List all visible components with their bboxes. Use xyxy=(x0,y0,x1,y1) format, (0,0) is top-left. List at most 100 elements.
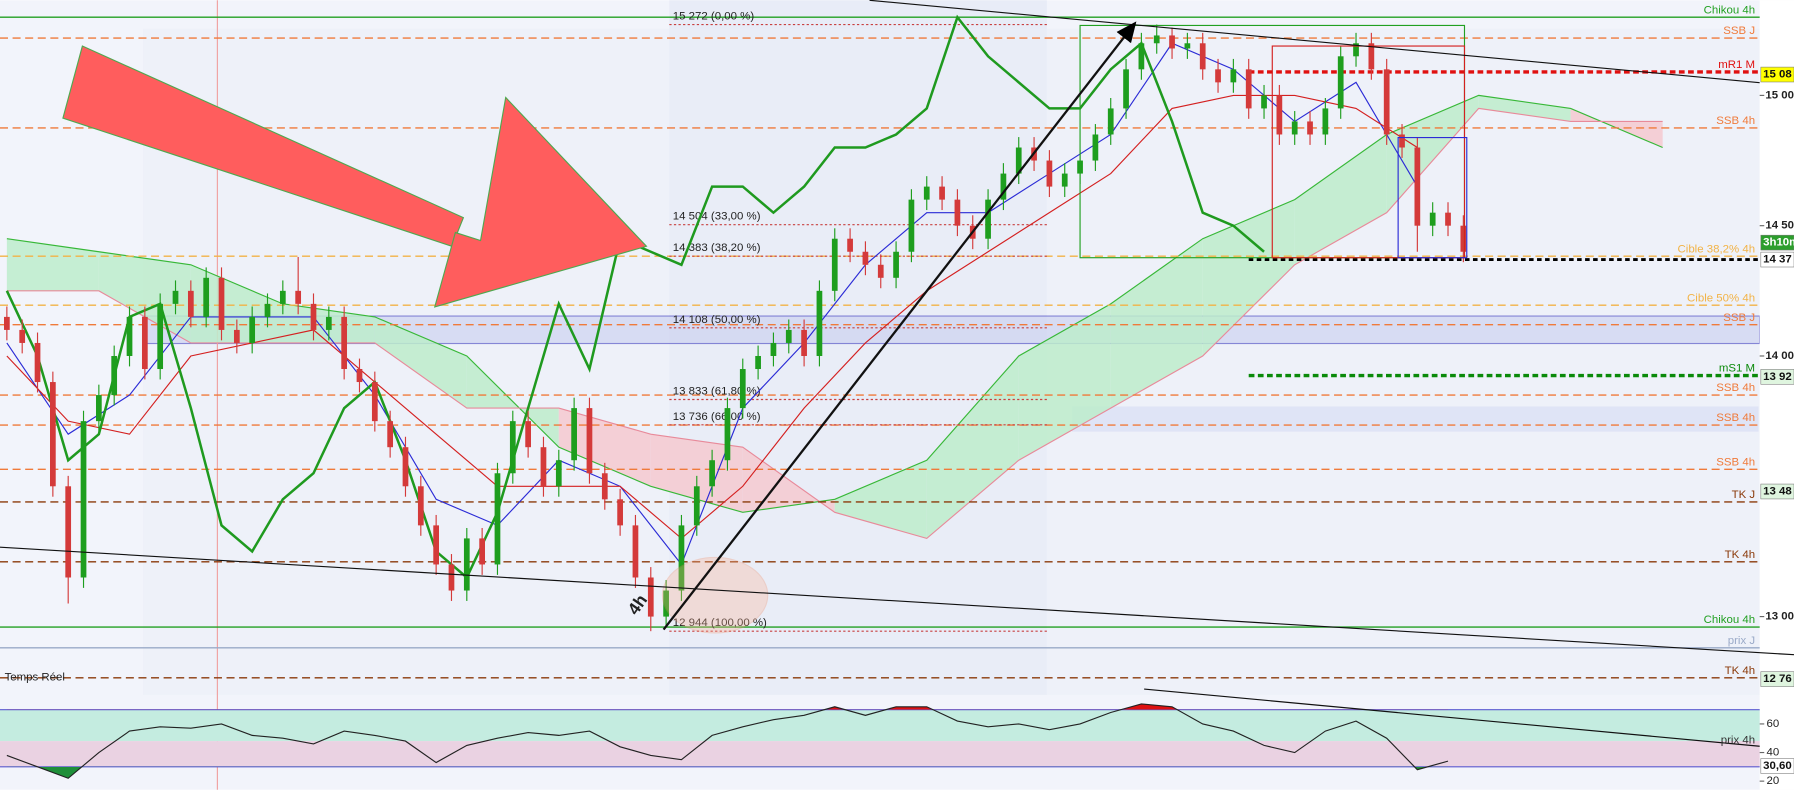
candle-body xyxy=(1215,69,1221,83)
candle-body xyxy=(1199,43,1206,70)
candle-body xyxy=(525,421,531,448)
candle-body xyxy=(1414,147,1421,226)
candle-body xyxy=(141,316,148,370)
cloud-segment xyxy=(834,460,927,539)
blue-box xyxy=(1397,136,1468,259)
cloud-segment xyxy=(1202,199,1295,356)
cloud-segment xyxy=(1110,238,1203,409)
candle-body xyxy=(739,369,746,409)
candle-body xyxy=(126,316,133,356)
candle-body xyxy=(371,382,378,422)
price-tag-label: 15 08 xyxy=(1763,69,1792,81)
fib-label: 13 833 (61,80 %) xyxy=(673,386,761,398)
candle-body xyxy=(785,329,792,343)
fib-label: 15 272 (0,00 %) xyxy=(673,11,755,23)
price-tag xyxy=(1760,251,1794,268)
level-label: TK 4h xyxy=(1725,549,1756,561)
kijun-line xyxy=(6,94,1418,540)
price-axis xyxy=(1759,0,1794,790)
candle-body xyxy=(877,264,884,278)
level-label: Cible 38,2% 4h xyxy=(1678,243,1756,255)
candle-body xyxy=(1445,212,1451,226)
candle-body xyxy=(95,395,102,422)
candle-body xyxy=(555,460,562,487)
candle-body xyxy=(4,316,10,330)
red-arrow xyxy=(433,96,648,308)
candle-body xyxy=(601,473,608,500)
fib-label: 14 383 (38,20 %) xyxy=(673,242,761,254)
candle-body xyxy=(1460,225,1467,252)
cloud-segment xyxy=(1294,134,1387,265)
candle-body xyxy=(233,329,240,343)
candle-body xyxy=(295,290,302,304)
price-tag xyxy=(1760,758,1794,774)
candle-body xyxy=(617,499,623,526)
candle-body xyxy=(678,525,685,591)
candle-body xyxy=(49,382,56,487)
osc-band xyxy=(0,741,1760,767)
candle-body xyxy=(1291,121,1298,135)
price-tag xyxy=(1760,483,1794,500)
annotation: prix 4h xyxy=(1721,735,1755,747)
candle-body xyxy=(65,486,72,578)
zone-band xyxy=(1072,406,1759,432)
level-label: SSB J xyxy=(1723,312,1755,324)
cloud-segment xyxy=(1478,95,1571,122)
cloud-segment xyxy=(6,238,99,291)
cloud-segment xyxy=(558,408,651,487)
price-tag xyxy=(1760,66,1794,83)
cloud-segment xyxy=(190,264,283,343)
y-tick-label: 40 xyxy=(1767,747,1780,759)
candle-body xyxy=(19,329,26,343)
candle-body xyxy=(1123,69,1129,109)
candle-body xyxy=(448,564,455,591)
candle-body xyxy=(801,329,807,356)
candle-body xyxy=(1383,69,1390,135)
highlight-ellipse xyxy=(661,556,769,634)
candle-body xyxy=(893,251,899,278)
price-tag-label: 30,60 xyxy=(1763,760,1792,772)
cloud-segment xyxy=(650,434,743,513)
candle-body xyxy=(1184,43,1191,49)
level-label: Chikou 4h xyxy=(1704,614,1756,626)
y-tick-label: 14 50 xyxy=(1765,220,1794,232)
price-tag-label: 13 92 xyxy=(1763,371,1792,383)
candle-body xyxy=(770,342,777,356)
price-tag-label: 13 48 xyxy=(1763,486,1792,498)
level-label: prix J xyxy=(1728,635,1755,647)
level-label: mS1 M xyxy=(1719,363,1755,375)
candle-body xyxy=(663,590,669,617)
candle-body xyxy=(1015,147,1022,174)
price-tag xyxy=(1760,234,1794,251)
candle-body xyxy=(1046,160,1053,187)
candle-body xyxy=(816,290,823,356)
candle-body xyxy=(341,316,348,370)
candle-body xyxy=(310,303,317,330)
candle-body xyxy=(1337,56,1344,109)
price-tag-label: 3h10m xyxy=(1763,237,1794,249)
candle-body xyxy=(693,486,700,526)
candle-body xyxy=(724,408,731,461)
candle-body xyxy=(1429,212,1436,226)
pane-title: Temps Réel xyxy=(5,672,65,684)
candle-body xyxy=(647,577,654,617)
candle-body xyxy=(356,369,363,383)
fib-label: 12 944 (100,00 %) xyxy=(673,617,767,629)
candle-body xyxy=(540,447,547,487)
trend-arrow xyxy=(662,21,1137,631)
candle-body xyxy=(172,290,179,304)
trend-line xyxy=(0,546,1794,656)
candle-body xyxy=(494,473,501,565)
zone-shade xyxy=(143,28,1760,695)
candle-body xyxy=(34,342,41,383)
candle-body xyxy=(1261,95,1267,109)
y-tick-label: 14 00 xyxy=(1765,350,1794,362)
candle-body xyxy=(571,408,577,461)
fib-label: 14 108 (50,00 %) xyxy=(673,314,761,326)
osc-line xyxy=(6,703,1449,779)
candle-body xyxy=(1276,95,1283,135)
price-tag-label: 14 37 xyxy=(1763,254,1792,266)
candle-body xyxy=(586,408,593,474)
candle-body xyxy=(847,238,853,252)
